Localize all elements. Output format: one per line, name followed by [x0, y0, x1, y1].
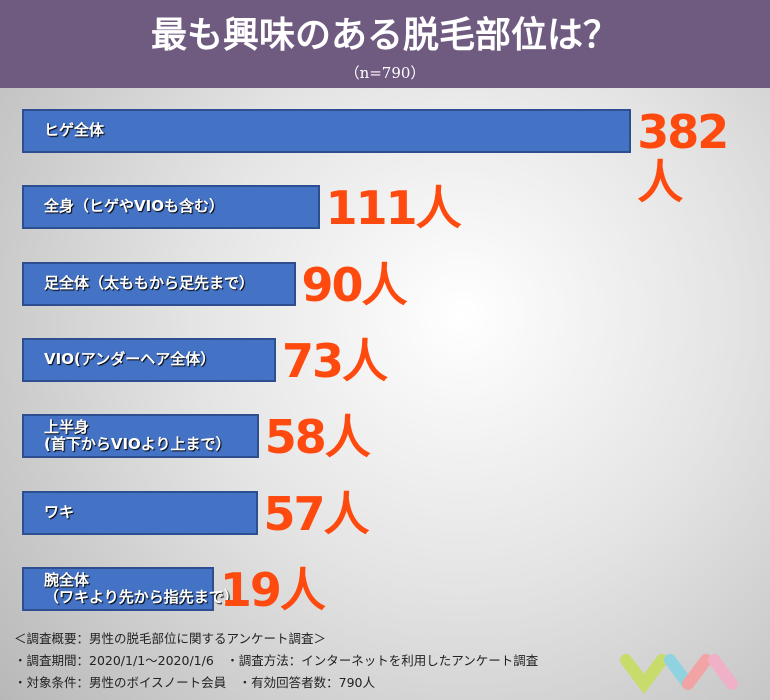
category-label: 全身（ヒゲやVIOも含む） — [44, 197, 224, 216]
category-label: ワキ — [44, 502, 75, 521]
bar — [22, 414, 259, 459]
category-label: 上半身 (首下からVIOより上まで） — [44, 418, 231, 454]
bar — [22, 490, 258, 535]
survey-note: ＜調査概要：男性の脱毛部位に関するアンケート調査＞ — [14, 631, 327, 646]
value-label: 111人 — [325, 181, 462, 236]
logo — [620, 654, 738, 694]
survey-note: ・調査期間：2020/1/1〜2020/1/6 ・調査方法：インターネットを利用… — [14, 653, 539, 668]
value-label: 382人 — [637, 105, 729, 209]
value-label: 19人 — [219, 562, 326, 617]
bar — [22, 261, 296, 306]
header: 最も興味のある脱毛部位は？ （n=790） — [0, 0, 770, 88]
value-label: 90人 — [301, 257, 408, 312]
chart-subtitle: （n=790） — [344, 64, 426, 82]
value-label: 58人 — [264, 410, 371, 465]
bar — [22, 337, 276, 382]
survey-note: ・対象条件：男性のボイスノート会員 ・有効回答者数：790人 — [14, 675, 375, 690]
chart-title: 最も興味のある脱毛部位は？ — [150, 14, 619, 56]
bar — [22, 185, 320, 230]
bar — [22, 566, 214, 611]
category-label: 腕全体 （ワキより先から指先まで） — [44, 570, 239, 606]
category-label: 足全体（太ももから足先まで） — [44, 273, 255, 292]
value-label: 57人 — [263, 486, 370, 541]
bar — [22, 109, 632, 153]
category-label: VIO(アンダーヘア全体） — [44, 349, 216, 368]
value-label: 73人 — [281, 333, 388, 388]
category-label: ヒゲ全体 — [44, 121, 105, 139]
